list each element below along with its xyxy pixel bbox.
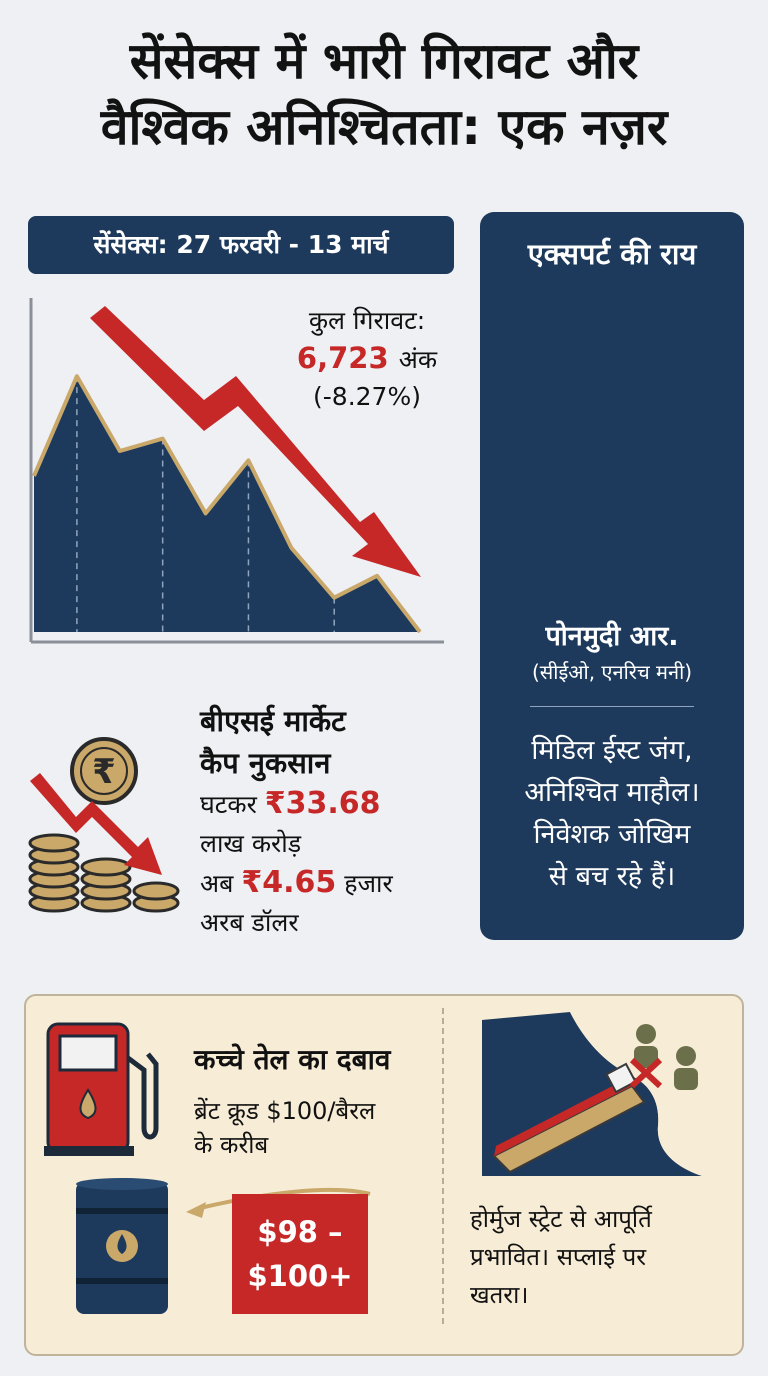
market-cap-line-2: लाख करोड़ [200, 829, 302, 858]
blocked-x-icon [629, 1057, 663, 1089]
expert-role: (सीईओ, एनरिच मनी) [531, 660, 693, 684]
usd-prefix: अब [200, 869, 234, 898]
divider [530, 706, 694, 707]
hormuz-strait-illustration [482, 1010, 732, 1176]
market-cap-heading-line-1: बीएसई मार्केट [200, 704, 346, 738]
expert-quote: मिडिल ईस्ट जंग, अनिश्चित माहौल। निवेशक ज… [490, 730, 734, 898]
oil-text-line-2: के करीब [194, 1131, 269, 1159]
fuel-pump-icon [44, 1022, 159, 1156]
title-line-1: सेंसेक्स में भारी गिरावट और [129, 32, 639, 90]
trend-gridlines [76, 376, 335, 632]
strait-text-line-1: होर्मुज स्ट्रेट से आपूर्ति [470, 1205, 652, 1233]
sensex-trend-chart [29, 298, 444, 644]
oil-price-line-2: $100+ [247, 1259, 353, 1293]
quote-line-1: मिडिल ईस्ट जंग, [531, 735, 693, 766]
market-cap-value: ₹33.68 [264, 786, 381, 821]
usd-value: ₹4.65 [241, 865, 337, 900]
usd-suffix: हजार [344, 869, 393, 898]
market-cap-heading-line-2: कैप नुकसान [200, 746, 331, 780]
market-cap-line-4: अरब डॉलर [200, 908, 299, 937]
strait-text: होर्मुज स्ट्रेट से आपूर्ति प्रभावित। सप्… [470, 1200, 730, 1314]
expert-name: पोनमुदी आर. [545, 621, 679, 652]
chart-header: सेंसेक्स: 27 फरवरी - 13 मार्च [28, 216, 454, 274]
oil-text: ब्रेंट क्रूड $100/बैरल के करीब [194, 1094, 434, 1162]
quote-line-3: निवेशक जोखिम [533, 819, 691, 850]
page-title: सेंसेक्स में भारी गिरावट और वैश्विक अनिश… [0, 28, 768, 160]
rupee-coin-icon: ₹ [70, 737, 138, 805]
quote-line-4: से बच रहे हैं। [548, 861, 676, 892]
drop-value: 6,723 [296, 341, 389, 375]
total-drop-box: कुल गिरावट: 6,723 अंक (-8.27%) [282, 304, 452, 414]
strait-text-line-2: प्रभावित। सप्लाई पर [470, 1243, 647, 1271]
strait-text-line-3: खतरा। [470, 1281, 529, 1309]
market-cap-line-3: अब ₹4.65 हजार [200, 863, 460, 903]
market-cap-prefix: घटकर [200, 790, 257, 819]
market-cap-block: बीएसई मार्केट कैप नुकसान घटकर ₹33.68 लाख… [200, 700, 460, 942]
oil-heading: कच्चे तेल का दबाव [194, 1043, 391, 1076]
title-line-2: वैश्विक अनिश्चितता: एक नज़र [100, 98, 668, 156]
market-cap-heading: बीएसई मार्केट कैप नुकसान [200, 700, 460, 784]
trend-area [34, 376, 420, 632]
oil-barrel-icon [76, 1178, 168, 1314]
trend-down-arrow-icon [30, 773, 162, 875]
drop-unit: अंक [398, 345, 438, 374]
trend-line [32, 374, 422, 634]
tanker-ship-icon [492, 1062, 646, 1174]
drop-label: कुल गिरावट: [308, 306, 426, 335]
expert-heading: एक्सपर्ट की राय [527, 237, 697, 271]
oil-price-line-1: $98 – [257, 1215, 343, 1249]
panel-divider [442, 1008, 444, 1324]
oil-price-box: $98 – $100+ [232, 1194, 368, 1314]
drop-percent: (-8.27%) [313, 382, 421, 411]
market-cap-icon: ₹ [28, 737, 180, 913]
coin-stack-icon [28, 833, 180, 913]
svg-text:₹: ₹ [92, 752, 116, 792]
market-cap-line-1: घटकर ₹33.68 [200, 784, 460, 824]
oil-text-line-1: ब्रेंट क्रूड $100/बैरल [194, 1097, 376, 1125]
trend-down-arrow-icon [90, 306, 421, 577]
expert-opinion-panel: एक्सपर्ट की राय पोनमुदी आर. (सीईओ, एनरिच… [480, 212, 744, 940]
price-trend-arrow-icon [186, 1187, 371, 1218]
drop-figure: 6,723 अंक [282, 338, 452, 380]
soldier-icon [634, 1024, 698, 1090]
quote-line-2: अनिश्चित माहौल। [524, 777, 700, 808]
